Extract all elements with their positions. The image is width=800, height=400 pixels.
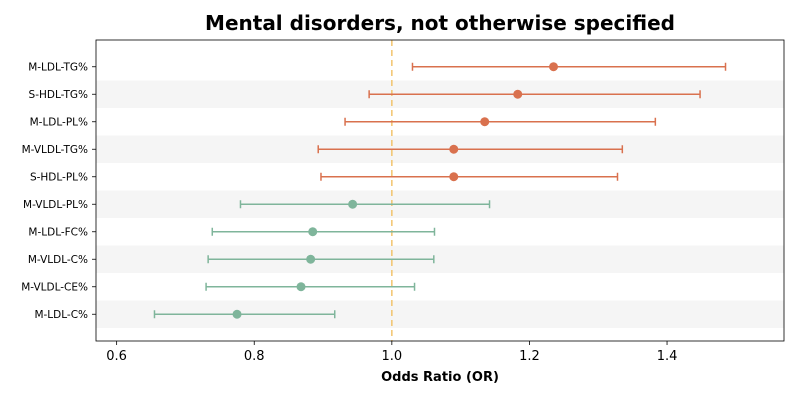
or-point xyxy=(348,199,358,209)
x-tick-label: 0.6 xyxy=(106,349,127,364)
y-tick-label: M-LDL-C% xyxy=(34,309,88,321)
chart-title: Mental disorders, not otherwise specifie… xyxy=(205,11,675,35)
y-tick-label: S-HDL-PL% xyxy=(30,172,88,184)
x-tick-label: 0.8 xyxy=(244,349,265,364)
or-point xyxy=(449,144,459,154)
y-tick-label: M-VLDL-C% xyxy=(28,254,88,266)
y-tick-label: M-VLDL-CE% xyxy=(21,282,88,294)
y-tick-label: M-VLDL-PL% xyxy=(23,199,88,211)
row-band xyxy=(96,245,784,273)
or-point xyxy=(296,282,306,292)
x-tick-label: 1.4 xyxy=(657,349,678,364)
or-point xyxy=(308,227,318,237)
y-tick-label: M-VLDL-TG% xyxy=(22,144,88,156)
y-axis: M-LDL-TG% S-HDL-TG% M-LDL-PL% M-VLDL-TG% S-H… xyxy=(21,62,96,321)
y-tick-label: M-LDL-PL% xyxy=(30,117,88,129)
or-point xyxy=(449,172,459,182)
or-point xyxy=(480,117,490,127)
x-axis-label: Odds Ratio (OR) xyxy=(381,370,499,385)
or-point xyxy=(306,254,316,264)
or-point xyxy=(232,309,242,319)
y-tick-label: S-HDL-TG% xyxy=(29,89,88,101)
x-tick-label: 1.2 xyxy=(519,349,540,364)
or-point xyxy=(513,89,523,99)
y-tick-label: M-LDL-FC% xyxy=(28,227,88,239)
data-marks xyxy=(153,62,727,319)
plot-frame xyxy=(95,39,785,342)
or-point xyxy=(549,62,559,72)
x-tick-label: 1.0 xyxy=(381,349,402,364)
y-tick-label: M-LDL-TG% xyxy=(28,62,88,74)
x-axis: 0.6 0.8 1.0 1.2 1.4 xyxy=(106,341,677,364)
